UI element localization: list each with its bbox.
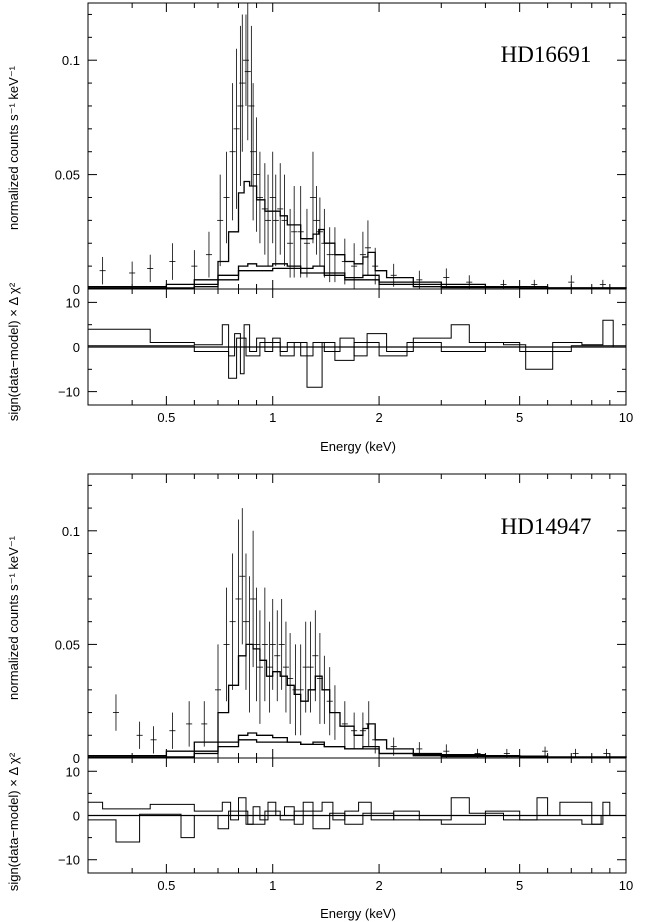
model-component-line	[88, 267, 627, 289]
model-total-line	[88, 180, 627, 289]
resid-ytick-label: 10	[66, 295, 80, 310]
xtick-label: 0.5	[157, 878, 175, 893]
panel1-resid-ylabel: sign(data−model) × Δ χ²	[6, 282, 21, 421]
model-component-line	[88, 263, 627, 289]
xtick-label: 1	[269, 878, 276, 893]
resid-ytick-label: −10	[58, 853, 80, 868]
main-ytick-label: 0	[73, 751, 80, 766]
resid-step-line-overlay	[88, 337, 626, 388]
xtick-label: 2	[375, 878, 382, 893]
model-total-line	[88, 643, 627, 758]
xtick-label: 10	[619, 410, 633, 425]
panel-hd14947: normalized counts s⁻¹ keV⁻¹ sign(data−mo…	[6, 473, 633, 921]
panel1-resid-axis-ticks: 0.5 1 2 5 10 −10 0 10	[58, 289, 633, 425]
xtick-label: 10	[619, 878, 633, 893]
panel2-xlabel: Energy (keV)	[320, 906, 396, 921]
resid-step-line	[88, 797, 626, 825]
main-ytick-label: 0.1	[62, 524, 80, 539]
panel2-spectrum-plot	[88, 508, 627, 758]
resid-step-line-overlay	[88, 810, 626, 843]
resid-ytick-label: 0	[73, 340, 80, 355]
panel1-main-ylabel: normalized counts s⁻¹ keV⁻¹	[6, 65, 21, 230]
xtick-label: 2	[375, 410, 382, 425]
panel1-resid-frame	[87, 288, 627, 406]
model-component-line	[88, 739, 627, 758]
resid-step-line	[88, 319, 626, 375]
panel1-spectrum-plot	[88, 3, 627, 289]
panel2-main-ylabel: normalized counts s⁻¹ keV⁻¹	[6, 535, 21, 700]
main-ytick-label: 0.05	[55, 637, 80, 652]
main-ytick-label: 0	[73, 282, 80, 297]
panel-hd16691: normalized counts s⁻¹ keV⁻¹ sign(data−mo…	[6, 2, 633, 454]
panel1-star-label: HD16691	[501, 42, 592, 67]
panel2-residual-plot	[88, 797, 626, 843]
panel1-xlabel: Energy (keV)	[320, 439, 396, 454]
main-ytick-label: 0.1	[62, 53, 80, 68]
panel2-resid-frame	[87, 757, 627, 874]
resid-ytick-label: 0	[73, 809, 80, 824]
panel1-residual-plot	[88, 319, 626, 388]
xtick-label: 5	[516, 410, 523, 425]
panel2-star-label: HD14947	[501, 514, 592, 539]
resid-ytick-label: −10	[58, 385, 80, 400]
resid-ytick-label: 10	[66, 764, 80, 779]
xtick-label: 1	[269, 410, 276, 425]
xtick-label: 5	[516, 878, 523, 893]
main-ytick-label: 0.05	[55, 168, 80, 183]
panel2-resid-ylabel: sign(data−model) × Δ χ²	[6, 752, 21, 891]
xtick-label: 0.5	[157, 410, 175, 425]
